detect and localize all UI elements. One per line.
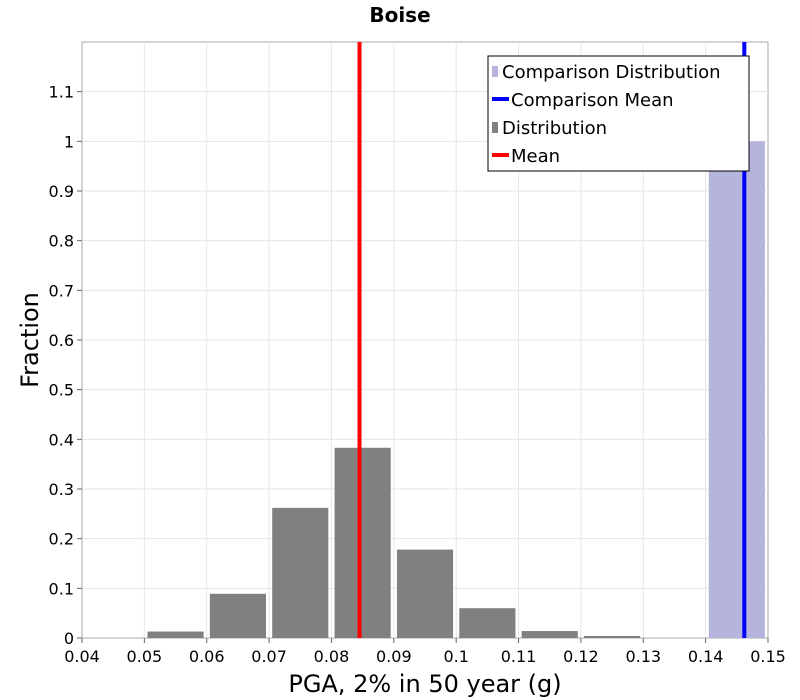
legend-label-mean: Mean bbox=[511, 146, 560, 167]
legend-box bbox=[487, 55, 750, 172]
x-tick-label: 0.08 bbox=[314, 647, 350, 666]
x-axis-label: PGA, 2% in 50 year (g) bbox=[288, 670, 561, 698]
distribution-bar bbox=[584, 636, 641, 638]
y-tick-label: 0.3 bbox=[49, 480, 74, 499]
x-tick-label: 0.14 bbox=[688, 647, 724, 666]
y-tick-label: 0.9 bbox=[49, 182, 74, 201]
y-tick-label: 0.8 bbox=[49, 232, 74, 251]
y-tick-label: 0.1 bbox=[49, 579, 74, 598]
x-tick-label: 0.1 bbox=[443, 647, 468, 666]
x-tick-label: 0.07 bbox=[251, 647, 287, 666]
x-tick-label: 0.15 bbox=[750, 647, 786, 666]
chart-title: Boise bbox=[369, 3, 430, 27]
legend-label-comparison-mean: Comparison Mean bbox=[511, 90, 674, 111]
x-axis-ticks: 0.04 0.05 0.06 0.07 0.08 0.09 0.1 0.11 0.12 0.13 0… bbox=[64, 638, 786, 666]
y-tick-label: 0.2 bbox=[49, 530, 74, 549]
x-tick-label: 0.13 bbox=[625, 647, 661, 666]
legend-label-comparison-distribution: Comparison Distribution bbox=[502, 62, 721, 83]
y-axis-ticks: 0 0.1 0.2 0.3 0.4 0.5 0.6 0.7 0.8 0.9 1 1.1 bbox=[49, 83, 82, 648]
legend-label-distribution: Distribution bbox=[502, 118, 607, 139]
legend: Comparison Distribution Comparison Mean … bbox=[487, 55, 750, 172]
y-tick-label: 0.6 bbox=[49, 331, 74, 350]
x-tick-label: 0.11 bbox=[501, 647, 537, 666]
distribution-bar bbox=[272, 507, 329, 638]
legend-swatch-comparison-distribution bbox=[492, 66, 498, 77]
y-axis-label: Fraction bbox=[16, 292, 44, 388]
x-tick-label: 0.09 bbox=[376, 647, 412, 666]
y-tick-label: 0 bbox=[64, 629, 74, 648]
x-tick-label: 0.05 bbox=[127, 647, 163, 666]
distribution-bar bbox=[521, 631, 578, 638]
distribution-bars bbox=[147, 447, 641, 638]
y-tick-label: 1.1 bbox=[49, 83, 74, 102]
x-tick-label: 0.06 bbox=[189, 647, 225, 666]
distribution-bar bbox=[209, 593, 266, 638]
y-tick-label: 1 bbox=[64, 132, 74, 151]
distribution-bar bbox=[147, 631, 204, 638]
y-tick-label: 0.4 bbox=[49, 430, 74, 449]
x-tick-label: 0.04 bbox=[64, 647, 100, 666]
distribution-bar bbox=[459, 608, 516, 638]
comparison-distribution-bar bbox=[708, 141, 765, 639]
y-tick-label: 0.5 bbox=[49, 381, 74, 400]
distribution-bar bbox=[334, 447, 391, 638]
distribution-bar bbox=[396, 549, 454, 638]
y-tick-label: 0.7 bbox=[49, 281, 74, 300]
x-tick-label: 0.12 bbox=[563, 647, 599, 666]
legend-swatch-distribution bbox=[492, 122, 498, 133]
comparison-distribution-bars bbox=[708, 141, 765, 639]
